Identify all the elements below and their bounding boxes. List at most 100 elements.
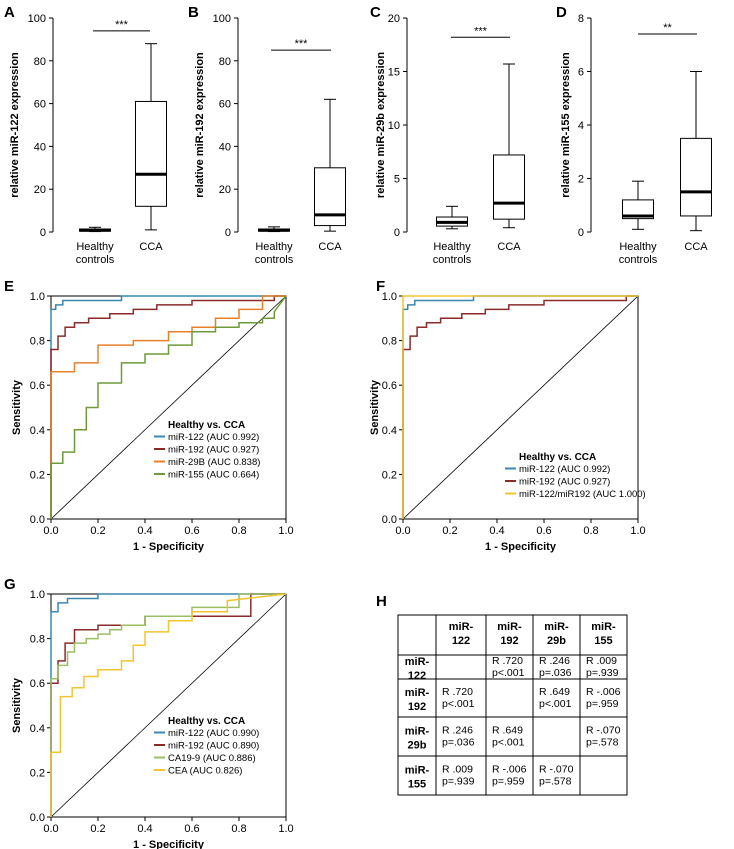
x-axis-label: 1 - Specificity — [133, 541, 205, 553]
y-tick-label: 20 — [34, 184, 46, 196]
y-tick-label: 20 — [388, 13, 400, 25]
category-label: CCA — [139, 241, 163, 253]
y-tick-label: 1.0 — [382, 291, 397, 303]
category-label: Healthy — [76, 241, 114, 253]
y-tick-label: 0.4 — [382, 425, 397, 437]
significance-stars: ** — [663, 22, 672, 34]
box-healthy-controls — [436, 205, 468, 230]
table-cell-r: R -.070 — [539, 764, 574, 776]
y-tick-label: 0.2 — [30, 767, 45, 779]
x-tick-label: 1.0 — [278, 823, 293, 835]
table-cell-p: p<.001 — [492, 667, 525, 679]
interquartile-box — [135, 100, 167, 207]
interquartile-box — [314, 167, 346, 227]
boxplot-panel-a: A 0 20 40 60 80 100 relative miR-122 expression… — [4, 4, 167, 266]
box-cca — [493, 63, 525, 229]
column-header: miR- — [497, 621, 522, 633]
x-tick-label: 0.2 — [90, 823, 105, 835]
roc-curve-mir-122 — [402, 295, 638, 519]
legend-title: Healthy vs. CCA — [168, 716, 245, 727]
legend-entry: miR-192 (AUC 0.927) — [519, 477, 610, 488]
x-axis-label: 1 - Specificity — [133, 839, 205, 849]
panel-letter: D — [556, 4, 567, 21]
legend-auc: (AUC 0.990) — [207, 728, 260, 739]
x-tick-label: 0.6 — [536, 525, 551, 537]
table-cell-r: R .720 — [492, 655, 523, 667]
legend-entry: miR-192 (AUC 0.927) — [168, 445, 259, 456]
panel-letter: H — [376, 593, 387, 610]
y-tick-label: 0 — [40, 227, 46, 239]
column-header: miR- — [544, 621, 569, 633]
table-cell-r: R .009 — [586, 655, 617, 667]
legend-entry: miR-122/miR192 (AUC 1.000) — [519, 489, 646, 500]
table-cell-p: p=.959 — [492, 776, 525, 788]
y-tick-label: 60 — [219, 99, 231, 111]
x-tick-label: 0.4 — [137, 823, 152, 835]
legend-entry: miR-122 (AUC 0.992) — [519, 464, 610, 475]
y-tick-label: 10 — [388, 120, 400, 132]
category-label: Healthy — [433, 241, 471, 253]
x-tick-label: 1.0 — [630, 525, 645, 537]
roc-curve-mir-29b — [50, 295, 286, 519]
y-tick-label: 0.4 — [30, 425, 45, 437]
legend-auc: (AUC 0.927) — [207, 445, 260, 456]
roc-curve-cea — [50, 593, 287, 817]
legend-entry: miR-29B (AUC 0.838) — [168, 457, 260, 468]
reference-diagonal — [50, 295, 287, 520]
panel-letter: B — [188, 4, 199, 21]
y-tick-label: 0 — [394, 227, 400, 239]
table-border — [397, 614, 628, 796]
x-tick-label: 0.0 — [395, 525, 410, 537]
y-axis-label: Sensitivity — [11, 379, 23, 435]
table-cell-p: p=.578 — [539, 776, 572, 788]
y-tick-label: 100 — [28, 13, 46, 25]
legend-entry: miR-122 (AUC 0.992) — [168, 432, 259, 443]
table-cell-r: R .649 — [539, 686, 570, 698]
reference-diagonal — [50, 593, 287, 818]
y-tick-label: 0.0 — [30, 514, 45, 526]
y-tick-label: 80 — [219, 56, 231, 68]
category-label: CCA — [318, 241, 342, 253]
row-header: 192 — [408, 701, 426, 713]
roc-curve-mir-192 — [50, 295, 286, 519]
y-tick-label: 0.0 — [30, 812, 45, 824]
y-axis-label: relative miR-155 expression — [560, 52, 572, 198]
y-tick-label: 1.0 — [30, 589, 45, 601]
y-tick-label: 0.2 — [382, 469, 397, 481]
x-tick-label: 0.0 — [43, 525, 58, 537]
x-tick-label: 0.6 — [184, 525, 199, 537]
boxplot-panel-d: D 0 2 4 6 8 relative miR-155 expression Healthy… — [556, 4, 712, 266]
y-tick-label: 100 — [213, 13, 231, 25]
category-label: CCA — [497, 241, 521, 253]
y-tick-label: 0.6 — [382, 380, 397, 392]
legend-entry: CEA (AUC 0.826) — [168, 766, 242, 777]
row-header: 29b — [408, 740, 427, 752]
table-cell-r: R .246 — [442, 725, 473, 737]
panel-letter: C — [370, 4, 381, 21]
legend-auc: (AUC 0.992) — [558, 464, 611, 475]
y-tick-label: 2 — [578, 174, 584, 186]
y-tick-label: 4 — [578, 120, 584, 132]
roc-panel-e: E 0.00.0 0.2 0.2 0.4 0.4 0.6 0.6 0.8 0.8 1.0 1.0 1 -… — [4, 278, 294, 553]
legend-auc: (AUC 0.664) — [207, 470, 260, 481]
roc-curve-mir-192 — [402, 295, 638, 519]
y-tick-label: 5 — [394, 174, 400, 186]
x-tick-label: 0.2 — [442, 525, 457, 537]
category-label: controls — [76, 254, 115, 266]
reference-diagonal — [402, 295, 639, 520]
x-tick-label: 0.8 — [231, 525, 246, 537]
roc-panel-g: G 0.00.0 0.2 0.2 0.4 0.4 0.6 0.6 0.8 0.8 1.0 1.0 1 -… — [4, 576, 294, 849]
legend-entry: miR-155 (AUC 0.664) — [168, 470, 259, 481]
significance-stars: *** — [295, 38, 309, 50]
interquartile-box — [493, 154, 525, 220]
table-cell-r: R -.070 — [586, 725, 621, 737]
table-cell-p: p=.939 — [442, 776, 475, 788]
x-tick-label: 1.0 — [278, 525, 293, 537]
legend-title: Healthy vs. CCA — [519, 452, 596, 463]
x-tick-label: 0.8 — [231, 823, 246, 835]
y-tick-label: 0.0 — [382, 514, 397, 526]
row-header: 122 — [408, 670, 426, 682]
